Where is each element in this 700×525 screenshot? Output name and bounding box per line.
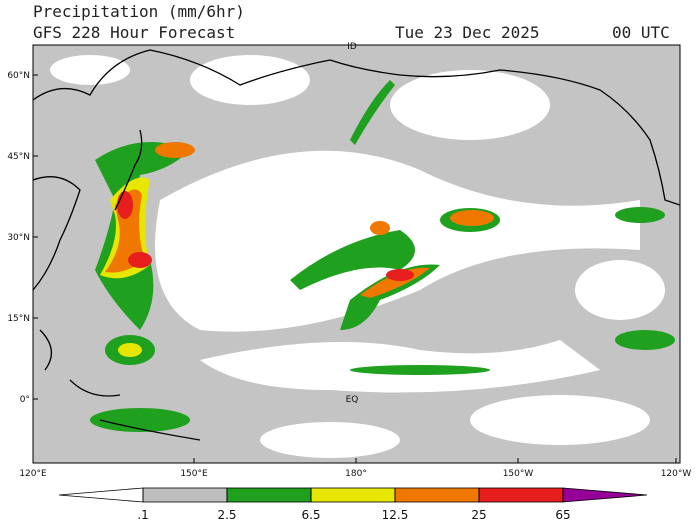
axis-labels: 60°N 45°N 30°N 15°N 0° 120°E 150°E 180° 150°W 120…: [7, 71, 691, 479]
colorbar-segment: [478, 487, 564, 503]
colorbar-label: .1: [137, 508, 148, 522]
time: 00 UTC: [612, 23, 670, 42]
lon-label: 120°W: [661, 469, 692, 479]
colorbar-segment: [58, 487, 144, 503]
colorbar-segment: [142, 487, 228, 503]
subtitle: GFS 228 Hour Forecast: [33, 23, 235, 42]
coastlines: [33, 49, 680, 441]
colorbar-label: 12.5: [382, 508, 409, 522]
colorbar-segment: [226, 487, 312, 503]
lat-label: 60°N: [7, 71, 30, 81]
colorbar-label: 6.5: [301, 508, 320, 522]
colorbar-segment: [394, 487, 480, 503]
colorbar: .1 2.5 6.5 12.5 25 65: [58, 487, 648, 522]
lon-label: 150°W: [503, 469, 534, 479]
lat-label: 45°N: [7, 152, 30, 162]
precip-areas: [90, 80, 675, 432]
title: Precipitation (mm/6hr): [33, 2, 245, 21]
lat-label: 15°N: [7, 314, 30, 324]
colorbar-segment: [310, 487, 396, 503]
lon-label: 120°E: [19, 469, 47, 479]
colorbar-segment: [562, 487, 648, 503]
colorbar-label: 2.5: [217, 508, 236, 522]
map: ID EQ: [32, 42, 681, 464]
lon-label: 180°: [345, 469, 367, 479]
colorbar-label: 65: [555, 508, 570, 522]
colorbar-label: 25: [471, 508, 486, 522]
lat-label: 0°: [20, 395, 30, 405]
lat-label: 30°N: [7, 233, 30, 243]
annotation: ID: [347, 42, 357, 52]
annotation: EQ: [346, 395, 359, 405]
date: Tue 23 Dec 2025: [395, 23, 540, 42]
lon-label: 150°E: [180, 469, 208, 479]
